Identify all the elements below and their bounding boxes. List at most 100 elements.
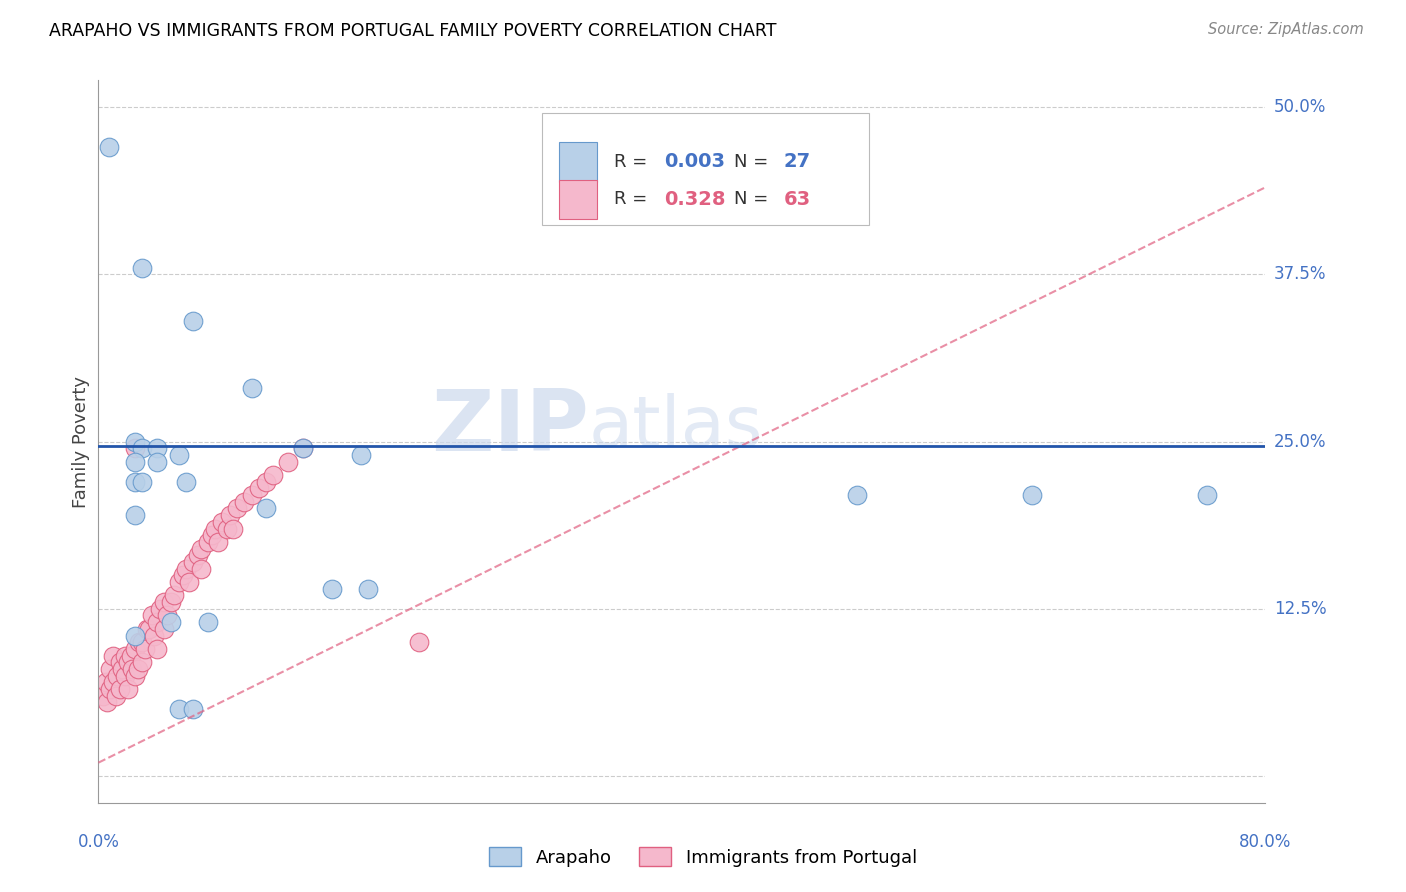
Point [218,508,240,523]
Point [187,548,209,563]
Point [197,615,219,630]
Point [96,696,118,710]
Point [97,140,120,154]
Point [146,642,169,657]
Point [277,455,299,469]
Point [254,501,277,516]
Text: ZIP: ZIP [430,385,589,468]
Point [138,622,160,636]
Point [131,475,153,489]
Point [221,521,243,535]
Point [111,662,134,676]
Point [124,455,146,469]
Point [146,615,169,630]
Point [156,608,179,623]
Point [124,642,146,657]
FancyBboxPatch shape [541,112,869,225]
Point [174,475,197,489]
Point [131,655,153,669]
Point [146,455,169,469]
Point [135,622,157,636]
Point [240,381,263,395]
Point [110,681,132,696]
Point [124,434,146,449]
Point [121,662,143,676]
Point [94,675,117,690]
Point [291,442,314,455]
Point [128,635,150,649]
Point [124,442,146,455]
Point [101,648,124,663]
Point [160,615,183,630]
Text: R =: R = [614,191,654,209]
Point [98,662,121,676]
Text: N =: N = [734,153,775,171]
Point [114,648,136,663]
Point [131,442,153,455]
Text: 63: 63 [783,190,811,209]
Point [146,442,169,455]
Point [167,575,190,590]
Point [846,488,869,502]
Point [134,642,156,657]
Point [190,541,212,556]
Point [153,622,176,636]
Text: 37.5%: 37.5% [1274,265,1326,284]
Text: ARAPAHO VS IMMIGRANTS FROM PORTUGAL FAMILY POVERTY CORRELATION CHART: ARAPAHO VS IMMIGRANTS FROM PORTUGAL FAMI… [49,22,776,40]
Text: 27: 27 [783,153,811,171]
Point [163,589,186,603]
Text: N =: N = [734,191,775,209]
Point [226,501,249,516]
Point [291,442,314,455]
Bar [560,142,596,182]
Point [98,681,121,696]
Text: 50.0%: 50.0% [1274,98,1326,116]
Point [350,448,373,462]
Text: atlas: atlas [589,392,763,461]
Point [321,582,343,596]
Point [197,535,219,549]
Point [104,689,127,703]
Point [124,508,146,523]
Point [204,521,226,535]
Point [131,635,153,649]
Point [110,655,132,669]
Point [190,562,212,576]
Text: 0.328: 0.328 [665,190,725,209]
Point [142,629,165,643]
Text: 12.5%: 12.5% [1274,599,1326,618]
Point [201,528,224,542]
Point [181,555,204,569]
Point [408,635,430,649]
Point [124,629,146,643]
Point [91,689,114,703]
Point [105,669,128,683]
Point [1195,488,1218,502]
Y-axis label: Family Poverty: Family Poverty [72,376,90,508]
Point [117,655,139,669]
Point [211,515,233,529]
Point [127,662,149,676]
Text: Source: ZipAtlas.com: Source: ZipAtlas.com [1208,22,1364,37]
Text: R =: R = [614,153,654,171]
Point [141,608,163,623]
Point [262,467,284,482]
Text: 25.0%: 25.0% [1274,433,1326,450]
Bar [560,179,596,219]
Text: 0.003: 0.003 [665,153,725,171]
Point [247,482,270,496]
Point [254,475,277,489]
Point [167,702,190,716]
Point [174,562,197,576]
Point [124,475,146,489]
Point [131,260,153,275]
Point [101,675,124,690]
Point [120,648,142,663]
Text: 80.0%: 80.0% [1239,833,1292,851]
Point [117,681,139,696]
Point [167,448,190,462]
Point [114,669,136,683]
Point [160,595,183,609]
Point [149,602,172,616]
Legend: Arapaho, Immigrants from Portugal: Arapaho, Immigrants from Portugal [482,840,924,874]
